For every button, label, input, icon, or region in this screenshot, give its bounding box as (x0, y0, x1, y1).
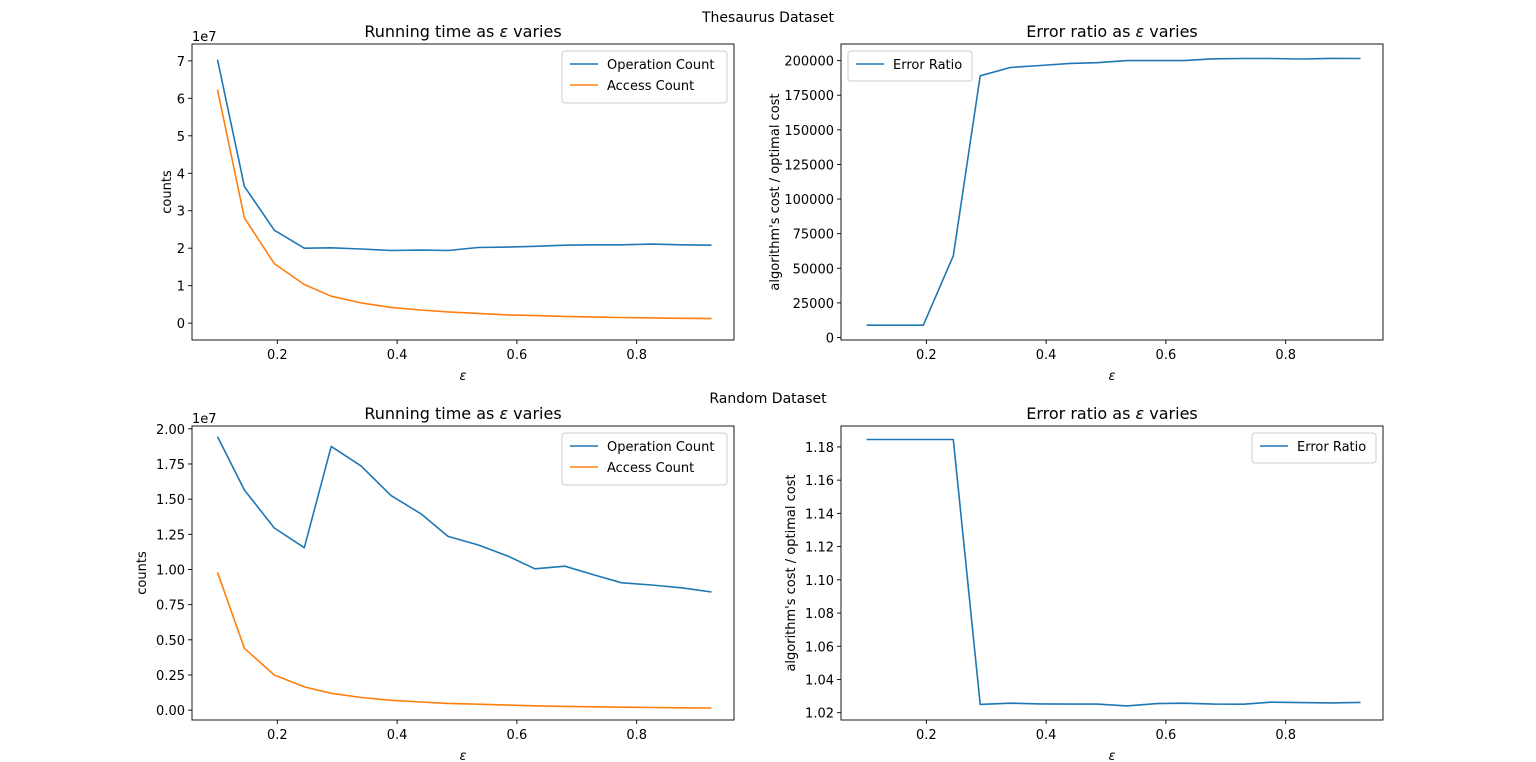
chart-title: Error ratio as ε varies (1026, 22, 1198, 41)
legend-label-1: Error Ratio (893, 58, 962, 73)
y-tick-label: 2.00 (156, 423, 185, 438)
y-tick-label: 75000 (793, 228, 834, 243)
legend: Error Ratio (1251, 432, 1377, 464)
x-tick-label: 0.6 (507, 348, 528, 363)
y-tick-label: 0 (826, 332, 834, 347)
y-tick-label: 50000 (793, 262, 834, 277)
x-tick-label: 0.2 (916, 348, 937, 363)
x-tick-label: 0.4 (1036, 348, 1057, 363)
x-axis-label: ε (459, 369, 466, 384)
chart-title: Running time as ε varies (364, 404, 561, 423)
legend-label-2: Access Count (607, 79, 694, 94)
y-tick-label: 1.25 (156, 528, 185, 543)
x-tick-label: 0.4 (387, 728, 408, 743)
series-line-1 (866, 438, 1361, 707)
y-tick-label: 1.04 (805, 673, 834, 688)
y-tick-label: 100000 (784, 193, 834, 208)
y-tick-label: 0 (177, 317, 185, 332)
x-tick-label: 0.8 (1275, 728, 1296, 743)
section-title-thesaurus: Thesaurus Dataset (701, 10, 834, 26)
chart-4: 0.2 0.4 0.6 0.8 1.02 1.04 1.06 1.08 1.10 1.12 1.14… (784, 404, 1384, 762)
y-tick-label: 4 (177, 167, 185, 182)
y-tick-label: 175000 (784, 89, 834, 104)
series-line-2 (216, 89, 712, 320)
y-tick-label: 2 (177, 242, 185, 257)
legend: Error Ratio (847, 50, 973, 82)
legend-label-2: Access Count (607, 461, 694, 476)
x-tick-label: 0.8 (626, 348, 647, 363)
y-tick-label: 150000 (784, 124, 834, 139)
legend-box (847, 50, 973, 82)
legend: Operation Count Access Count (561, 432, 728, 486)
axes-frame (191, 43, 735, 341)
y-axis-label: algorithm's cost / optimal cost (784, 474, 799, 671)
y-tick-label: 1.06 (805, 640, 834, 655)
y-tick-label: 1.14 (805, 507, 834, 522)
y-tick-label: 125000 (784, 158, 834, 173)
x-axis-label: ε (1108, 369, 1115, 384)
y-axis-label: counts (160, 170, 175, 214)
x-tick-label: 0.6 (1156, 728, 1177, 743)
legend-box (561, 432, 728, 486)
x-tick-label: 0.4 (387, 348, 408, 363)
y-tick-label: 0.75 (156, 599, 185, 614)
legend: Operation Count Access Count (561, 50, 728, 104)
y-tick-label: 3 (177, 205, 185, 220)
y-tick-label: 1.18 (805, 441, 834, 456)
x-axis-label: ε (1108, 749, 1115, 762)
y-tick-label: 1 (177, 280, 185, 295)
y-tick-label: 6 (177, 92, 185, 107)
y-tick-label: 0.50 (156, 634, 185, 649)
y-offset-label: 1e7 (192, 412, 217, 427)
chart-1: 0.2 0.4 0.6 0.8 0 1 2 3 4 5 6 7 Running time as ε va… (160, 22, 735, 384)
section-title-random: Random Dataset (709, 391, 827, 407)
y-tick-label: 200000 (784, 55, 834, 70)
y-axis-label: algorithm's cost / optimal cost (768, 93, 783, 290)
axes-frame (840, 425, 1384, 721)
y-tick-label: 1.12 (805, 541, 834, 556)
series-line-1 (216, 59, 712, 252)
x-axis-label: ε (459, 749, 466, 762)
x-tick-label: 0.6 (1156, 348, 1177, 363)
x-tick-label: 0.4 (1036, 728, 1057, 743)
plots: 0.2 0.4 0.6 0.8 0 1 2 3 4 5 6 7 Running time as ε va… (135, 22, 1384, 762)
y-tick-label: 1.08 (805, 607, 834, 622)
legend-label-1: Operation Count (607, 440, 714, 455)
y-tick-label: 7 (177, 55, 185, 70)
x-tick-label: 0.6 (507, 728, 528, 743)
x-tick-label: 0.2 (267, 728, 288, 743)
y-tick-label: 1.16 (805, 474, 834, 489)
legend-label-1: Error Ratio (1297, 440, 1366, 455)
y-offset-label: 1e7 (192, 30, 217, 45)
legend-box (561, 50, 728, 104)
legend-box (1251, 432, 1377, 464)
series-line-2 (216, 572, 712, 709)
y-tick-label: 0.25 (156, 669, 185, 684)
legend-label-1: Operation Count (607, 58, 714, 73)
series-line-1 (866, 57, 1361, 327)
y-tick-label: 1.10 (805, 574, 834, 589)
chart-3: 0.2 0.4 0.6 0.8 0.00 0.25 0.50 0.75 1.00 1.25 1.50… (135, 404, 735, 762)
axes-frame (840, 43, 1384, 341)
axes-frame (191, 425, 735, 721)
y-tick-label: 1.75 (156, 458, 185, 473)
chart-title: Running time as ε varies (364, 22, 561, 41)
y-tick-label: 1.00 (156, 563, 185, 578)
chart-2: 0.2 0.4 0.6 0.8 0 25000 50000 75000 100000 125000… (768, 22, 1384, 384)
x-tick-label: 0.2 (267, 348, 288, 363)
y-tick-label: 1.50 (156, 493, 185, 508)
x-tick-label: 0.2 (916, 728, 937, 743)
y-tick-label: 0.00 (156, 704, 185, 719)
y-tick-label: 5 (177, 130, 185, 145)
y-axis-label: counts (135, 551, 150, 595)
x-tick-label: 0.8 (626, 728, 647, 743)
series-line-1 (216, 436, 712, 593)
y-tick-label: 1.02 (805, 707, 834, 722)
chart-title: Error ratio as ε varies (1026, 404, 1198, 423)
x-tick-label: 0.8 (1275, 348, 1296, 363)
y-tick-label: 25000 (793, 297, 834, 312)
